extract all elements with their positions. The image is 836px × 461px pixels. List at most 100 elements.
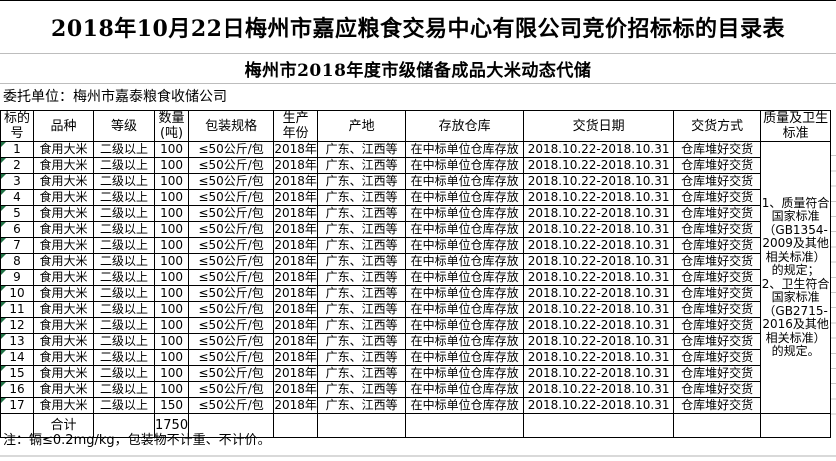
cell-quantity: 100 [153,349,190,366]
cell-variety: 食用大米 [33,333,94,350]
cell-production-year: 2018年 [273,205,319,222]
cell-origin: 广东、江西等 [317,221,407,238]
table-row: 16 食用大米 二级以上 100 ≤50公斤/包 2018年 广东、江西等 在中标单位仓库存放… [0,381,831,398]
header-row: 标的 号 品种 等级 数量 (吨) 包装规格 生产 年份 产地 存放仓库 交货日… [0,110,832,142]
cell-bid-number: 11 [0,301,34,318]
cell-grade: 二级以上 [93,173,155,190]
table-row: 5 食用大米 二级以上 100 ≤50公斤/包 2018年 广东、江西等 在中标单位仓库存放 2… [0,205,831,222]
bottom-border-line [0,455,836,457]
cell-warehouse: 在中标单位仓库存放 [405,269,525,286]
cell-bid-number: 12 [0,317,34,334]
cell-production-year: 2018年 [273,349,319,366]
cell-origin: 广东、江西等 [317,301,407,318]
cell-warehouse: 在中标单位仓库存放 [405,317,525,334]
cell-origin: 广东、江西等 [317,157,407,174]
cell-origin: 广东、江西等 [317,189,407,206]
cell-production-year: 2018年 [273,141,319,158]
col-header-bid-number: 标的 号 [0,110,34,142]
cell-warehouse: 在中标单位仓库存放 [405,237,525,254]
cell-origin: 广东、江西等 [317,205,407,222]
cell-delivery-date: 2018.10.22-2018.10.31 [523,317,675,334]
table-row: 1 食用大米 二级以上 100 ≤50公斤/包 2018年 广东、江西等 在中标单位仓库存放 2… [0,141,832,414]
cell-warehouse: 在中标单位仓库存放 [405,381,525,398]
cell-quantity: 100 [153,381,190,398]
cell-production-year: 2018年 [273,189,319,206]
cell-warehouse: 在中标单位仓库存放 [405,301,525,318]
cell-grade: 二级以上 [93,141,155,158]
cell-quality-standard: 1、质量符合 国家标准 （GB1354- 2009及其他 相关标准） 的规定； … [760,141,832,414]
cell-origin: 广东、江西等 [317,397,407,414]
total-empty-cell [760,413,832,438]
col-header-packaging: 包装规格 [188,110,275,142]
cell-corner-triangle-icon [1,318,6,323]
cell-corner-triangle-icon [1,350,6,355]
cell-production-year: 2018年 [273,333,319,350]
cell-grade: 二级以上 [93,237,155,254]
cell-bid-number: 15 [0,365,34,382]
catalog-table: 标的 号 品种 等级 数量 (吨) 包装规格 生产 年份 产地 存放仓库 交货日… [0,110,832,438]
page-title: 2018年10月22日梅州市嘉应粮食交易中心有限公司竞价招标标的目录表 [0,1,836,54]
col-header-production-year: 生产 年份 [273,110,319,142]
cell-delivery-method: 仓库堆好交货 [673,349,762,366]
table-row: 10 食用大米 二级以上 100 ≤50公斤/包 2018年 广东、江西等 在中标单位仓库存放… [0,285,831,302]
cell-origin: 广东、江西等 [317,173,407,190]
cell-quantity: 100 [153,365,190,382]
cell-delivery-date: 2018.10.22-2018.10.31 [523,141,675,158]
cell-bid-number: 14 [0,349,34,366]
cell-delivery-date: 2018.10.22-2018.10.31 [523,269,675,286]
cell-grade: 二级以上 [93,221,155,238]
cell-packaging: ≤50公斤/包 [188,205,275,222]
cell-corner-triangle-icon [1,302,6,307]
cell-delivery-method: 仓库堆好交货 [673,205,762,222]
table-row: 7 食用大米 二级以上 100 ≤50公斤/包 2018年 广东、江西等 在中标单位仓库存放 2… [0,237,831,254]
cell-delivery-method: 仓库堆好交货 [673,365,762,382]
table-row: 9 食用大米 二级以上 100 ≤50公斤/包 2018年 广东、江西等 在中标单位仓库存放 2… [0,269,831,286]
cell-grade: 二级以上 [93,253,155,270]
cell-delivery-date: 2018.10.22-2018.10.31 [523,333,675,350]
cell-warehouse: 在中标单位仓库存放 [405,365,525,382]
cell-grade: 二级以上 [93,157,155,174]
table-row: 4 食用大米 二级以上 100 ≤50公斤/包 2018年 广东、江西等 在中标单位仓库存放 2… [0,189,831,206]
cell-delivery-method: 仓库堆好交货 [673,141,762,158]
cell-delivery-date: 2018.10.22-2018.10.31 [523,221,675,238]
cell-variety: 食用大米 [33,349,94,366]
cell-variety: 食用大米 [33,157,94,174]
cell-delivery-date: 2018.10.22-2018.10.31 [523,381,675,398]
cell-delivery-date: 2018.10.22-2018.10.31 [523,189,675,206]
cell-grade: 二级以上 [93,269,155,286]
cell-packaging: ≤50公斤/包 [188,253,275,270]
cell-corner-triangle-icon [1,254,6,259]
cell-packaging: ≤50公斤/包 [188,333,275,350]
cell-grade: 二级以上 [93,397,155,414]
cell-delivery-date: 2018.10.22-2018.10.31 [523,349,675,366]
cell-delivery-date: 2018.10.22-2018.10.31 [523,253,675,270]
cell-packaging: ≤50公斤/包 [188,221,275,238]
cell-production-year: 2018年 [273,237,319,254]
cell-production-year: 2018年 [273,365,319,382]
excel-gridline-stubs [831,141,836,423]
cell-quantity: 100 [153,221,190,238]
cell-quantity: 100 [153,253,190,270]
cell-grade: 二级以上 [93,205,155,222]
cell-warehouse: 在中标单位仓库存放 [405,333,525,350]
cell-quantity: 100 [153,205,190,222]
cell-corner-triangle-icon [1,158,6,163]
cell-origin: 广东、江西等 [317,141,407,158]
cell-origin: 广东、江西等 [317,333,407,350]
cell-delivery-date: 2018.10.22-2018.10.31 [523,173,675,190]
cell-grade: 二级以上 [93,317,155,334]
cell-corner-triangle-icon [1,142,6,147]
col-header-variety: 品种 [33,110,94,142]
cell-quantity: 100 [153,285,190,302]
col-header-delivery-date: 交货日期 [523,110,675,142]
col-header-origin: 产地 [317,110,407,142]
cell-delivery-date: 2018.10.22-2018.10.31 [523,301,675,318]
cell-packaging: ≤50公斤/包 [188,189,275,206]
col-header-quantity: 数量 (吨) [153,110,190,142]
cell-variety: 食用大米 [33,397,94,414]
cell-bid-number: 5 [0,205,34,222]
cell-packaging: ≤50公斤/包 [188,173,275,190]
cell-corner-triangle-icon [1,174,6,179]
cell-grade: 二级以上 [93,365,155,382]
cell-variety: 食用大米 [33,365,94,382]
